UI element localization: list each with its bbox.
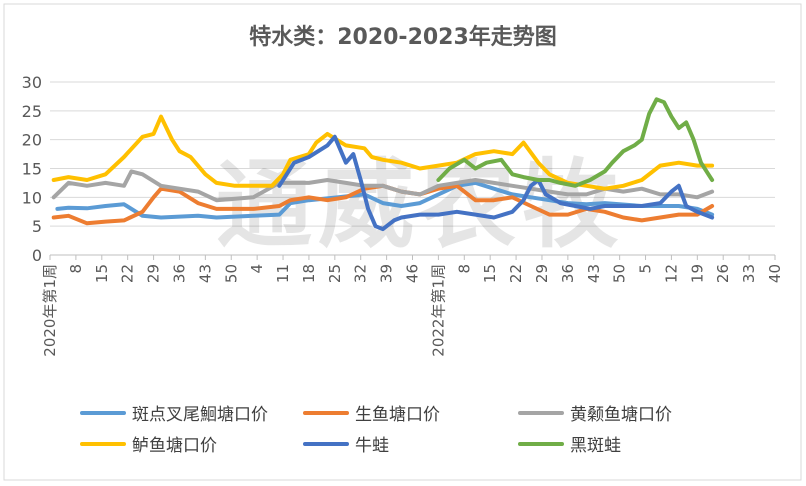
x-tick-label: 5 (637, 264, 655, 274)
chart-title: 特水类：2020-2023年走势图 (249, 24, 557, 50)
x-axis-ticks: 2020年第1周 8 15 22 29 36 43 50 4 11 18 25 32 39 46 2022年第… (41, 255, 784, 357)
x-tick-label: 8 (455, 264, 473, 274)
legend-label: 牛蛙 (355, 436, 389, 456)
series-line-5 (277, 134, 715, 232)
y-tick-label: 30 (22, 73, 42, 92)
x-tick-label: 8 (67, 264, 85, 274)
series-line-1 (55, 180, 715, 220)
legend-label: 黄颡鱼塘口价 (570, 405, 672, 425)
x-tick-label: 26 (714, 264, 732, 283)
x-tick-label: 32 (352, 264, 370, 283)
x-tick-label: 29 (145, 264, 163, 283)
x-tick-label: 36 (170, 264, 188, 283)
y-tick-label: 25 (22, 102, 42, 121)
series-line-4 (51, 114, 715, 191)
y-axis-ticks: 0 5 10 15 20 25 30 (22, 73, 42, 265)
x-tick-label: 18 (300, 264, 318, 283)
x-tick-label: 29 (533, 264, 551, 283)
x-tick-label: 43 (196, 264, 214, 283)
x-tick-label: 43 (585, 264, 603, 283)
x-tick-label: 4 (248, 264, 266, 274)
x-tick-label: 33 (740, 264, 758, 283)
legend-label: 鲈鱼塘口价 (132, 436, 217, 456)
x-tick-label: 15 (481, 264, 499, 283)
x-tick-label: 22 (119, 264, 137, 283)
x-tick-label: 46 (404, 264, 422, 283)
x-tick-label: 2022年第1周 (429, 264, 447, 357)
x-tick-label: 15 (93, 264, 111, 283)
x-tick-label: 36 (559, 264, 577, 283)
y-tick-label: 15 (22, 160, 42, 179)
legend-label: 斑点叉尾鮰塘口价 (132, 405, 268, 425)
y-tick-label: 10 (22, 188, 42, 207)
chart-border (3, 3, 802, 481)
y-tick-label: 20 (22, 131, 42, 150)
x-tick-label: 22 (507, 264, 525, 283)
x-tick-label: 39 (378, 264, 396, 283)
x-tick-label: 19 (688, 264, 706, 283)
x-tick-label: 2020年第1周 (41, 264, 59, 357)
legend-label: 黑斑蛙 (570, 436, 621, 456)
x-tick-label: 50 (222, 264, 240, 283)
x-tick-label: 11 (274, 264, 292, 283)
x-tick-label: 50 (611, 264, 629, 283)
legend-label: 生鱼塘口价 (355, 405, 440, 425)
series-line-6 (436, 97, 715, 188)
y-tick-label: 0 (32, 246, 42, 265)
x-tick-label: 40 (766, 264, 784, 283)
x-tick-label: 25 (326, 264, 344, 283)
y-tick-label: 5 (32, 217, 42, 236)
x-tick-label: 12 (662, 264, 680, 283)
series-layer (51, 97, 715, 232)
